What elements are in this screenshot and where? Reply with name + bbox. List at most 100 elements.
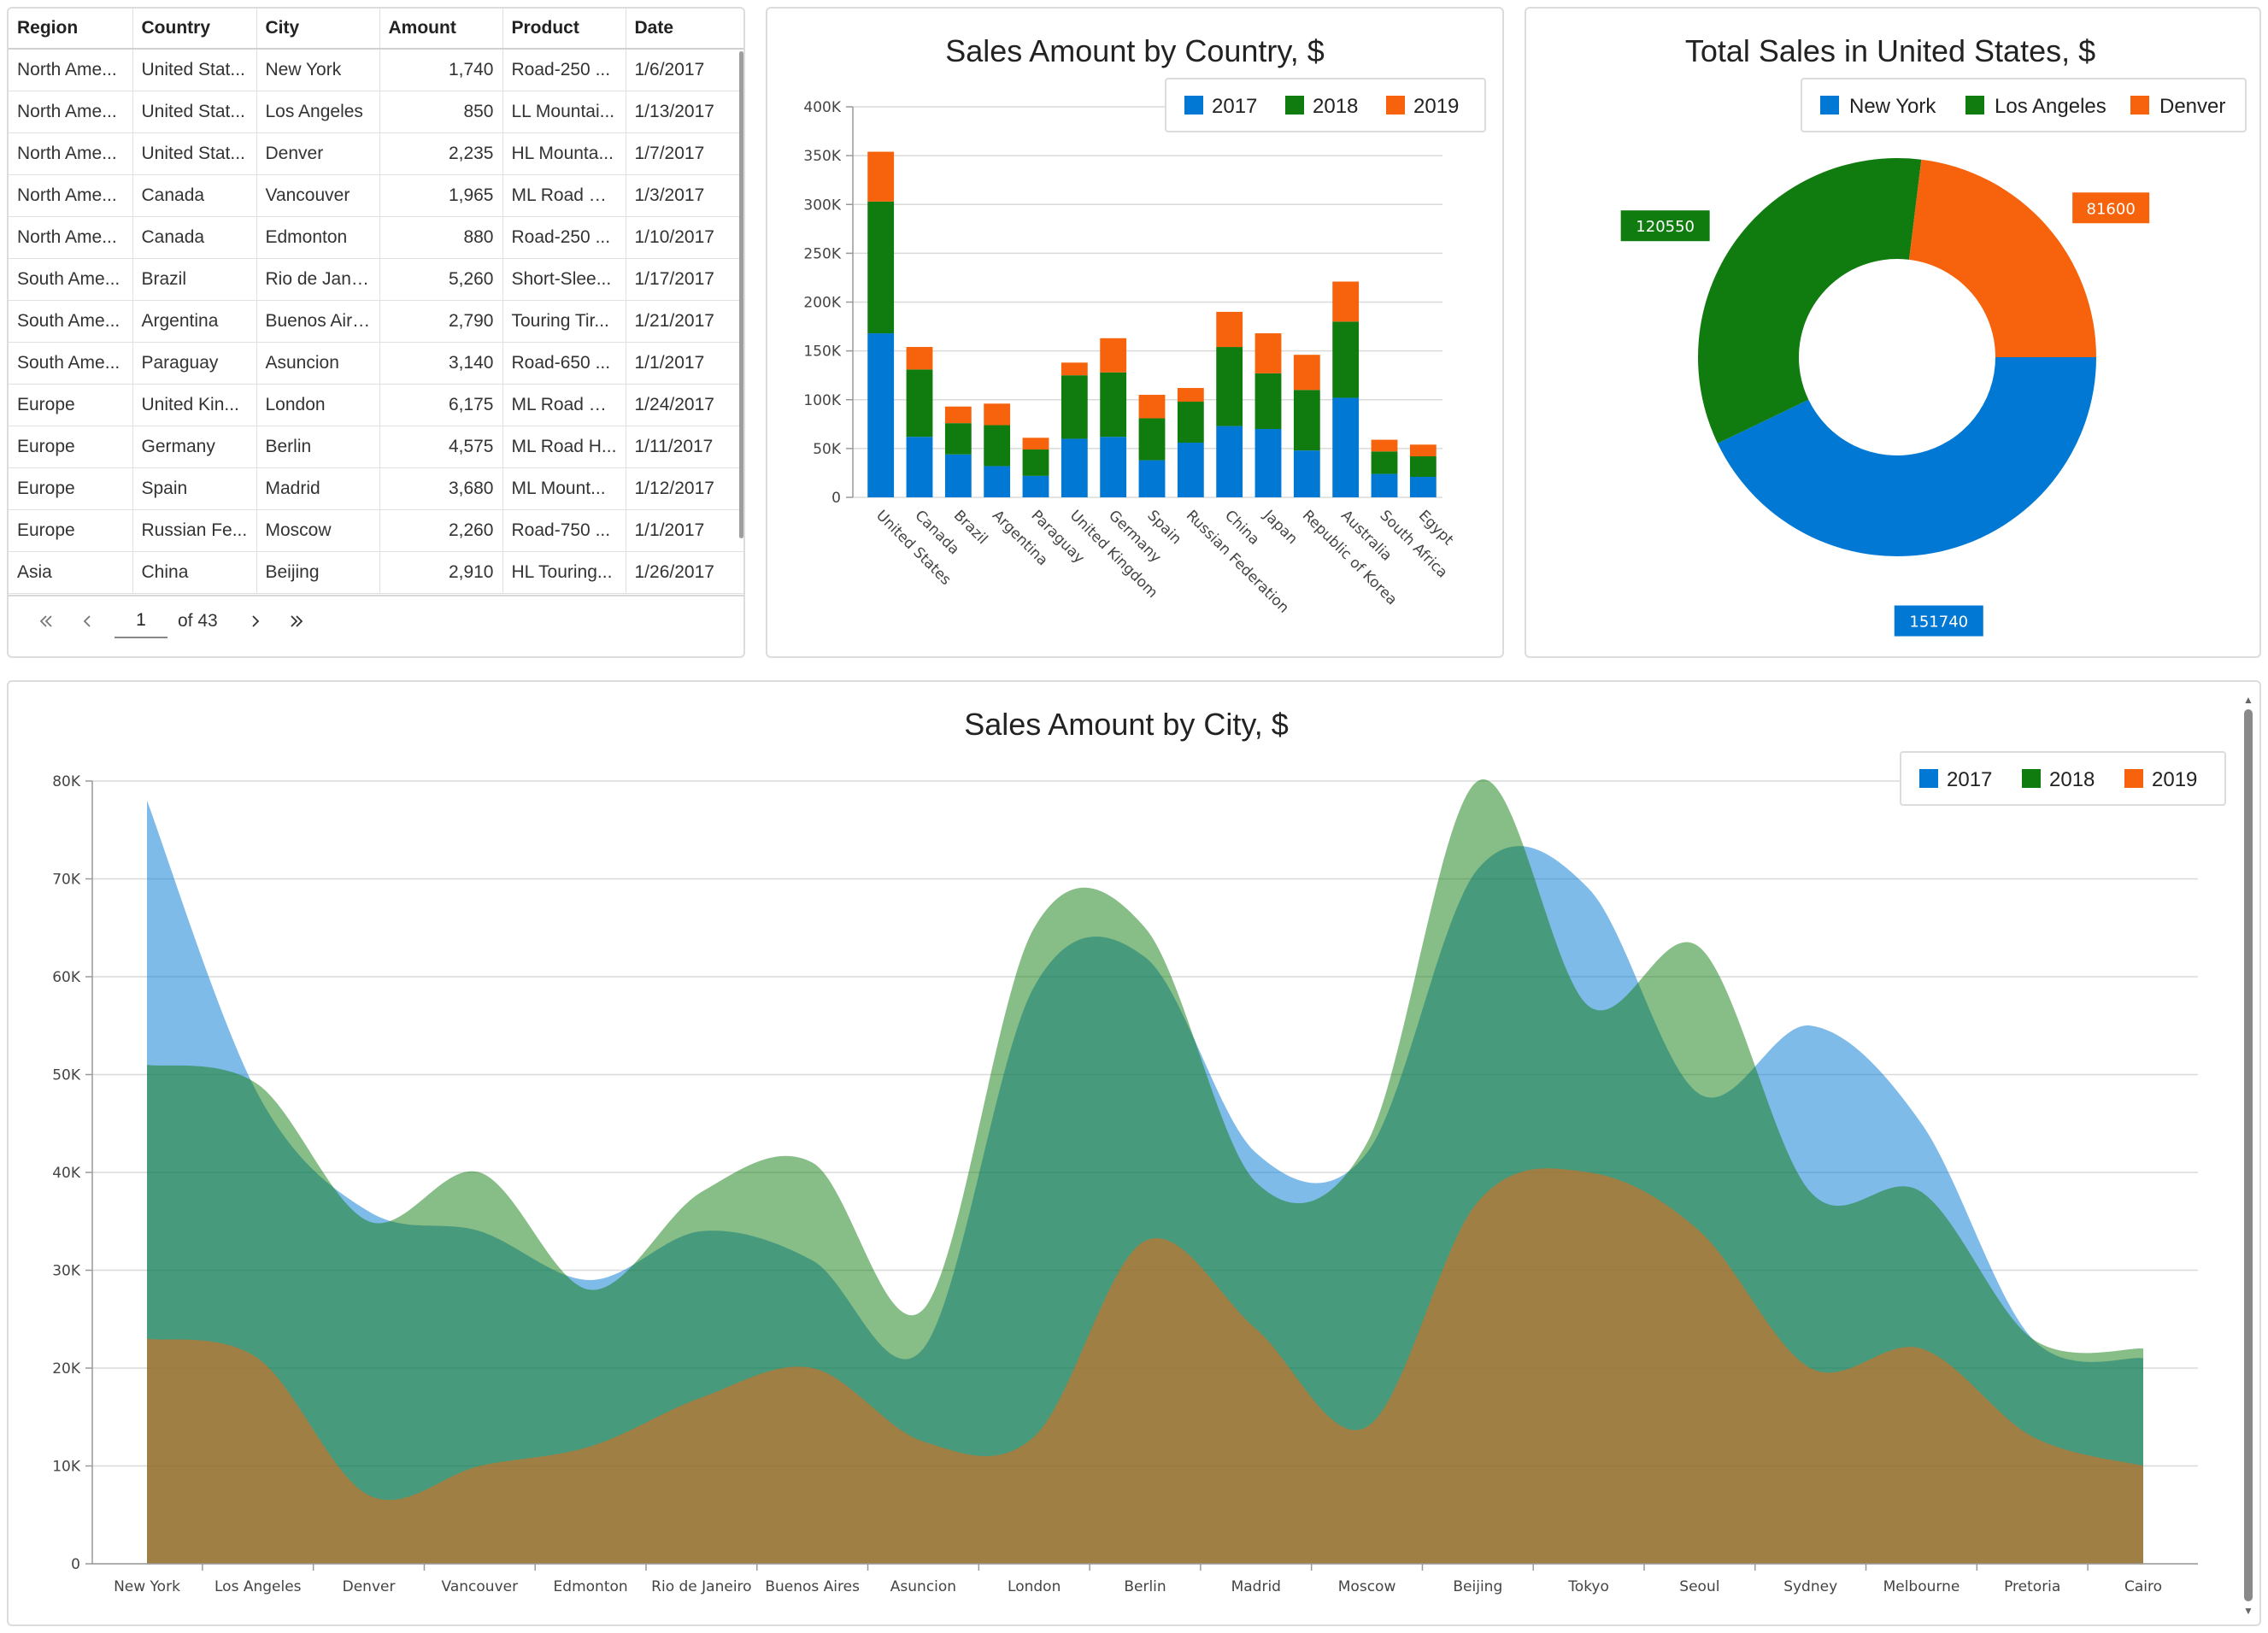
bar-segment[interactable] bbox=[1061, 375, 1088, 439]
table-row[interactable]: North Ame... United Stat... Denver 2,235 HL … bbox=[9, 132, 743, 175]
table-row[interactable]: South Ame... Argentina Buenos Aires 2,790 To… bbox=[9, 300, 743, 343]
bar-segment[interactable] bbox=[1100, 437, 1127, 497]
legend-swatch[interactable] bbox=[2022, 769, 2041, 788]
bar-segment[interactable] bbox=[1138, 418, 1166, 461]
bar-segment[interactable] bbox=[1293, 390, 1320, 451]
legend-swatch[interactable] bbox=[1965, 96, 1984, 115]
table-row[interactable]: Europe Russian Fe... Moscow 2,260 Road-750 .… bbox=[9, 509, 743, 552]
bar-segment[interactable] bbox=[1177, 443, 1204, 497]
legend-swatch[interactable] bbox=[1184, 96, 1203, 115]
bar-segment[interactable] bbox=[1254, 333, 1282, 373]
scroll-up-arrow-icon[interactable]: ▲ bbox=[2243, 694, 2253, 706]
donut-slice[interactable] bbox=[1698, 157, 1922, 443]
first-page-button[interactable] bbox=[26, 601, 67, 642]
data-label-box bbox=[1894, 605, 1983, 637]
bar-segment[interactable] bbox=[984, 403, 1011, 426]
legend-swatch[interactable] bbox=[2130, 96, 2149, 115]
grid-cell-region: North Ame... bbox=[9, 132, 133, 175]
bar-segment[interactable] bbox=[944, 423, 972, 455]
legend-swatch[interactable] bbox=[2124, 769, 2143, 788]
bar-segment[interactable] bbox=[1332, 281, 1360, 322]
column-header-product[interactable]: Product bbox=[502, 9, 626, 50]
bar-segment[interactable] bbox=[1138, 460, 1166, 497]
donut-slice[interactable] bbox=[1717, 357, 2096, 556]
y-tick-label: 30K bbox=[52, 1263, 81, 1280]
bar-segment[interactable] bbox=[1293, 355, 1320, 391]
column-header-amount[interactable]: Amount bbox=[379, 9, 503, 50]
table-row[interactable]: North Ame... Canada Edmonton 880 Road-250 ..… bbox=[9, 216, 743, 259]
table-row[interactable]: South Ame... Paraguay Asuncion 3,140 Road-65… bbox=[9, 342, 743, 385]
bar-segment[interactable] bbox=[1332, 321, 1360, 398]
bar-segment[interactable] bbox=[1371, 439, 1398, 452]
column-header-country[interactable]: Country bbox=[132, 9, 257, 50]
bar-segment[interactable] bbox=[906, 369, 933, 438]
bar-segment[interactable] bbox=[1177, 402, 1204, 443]
bar-segment[interactable] bbox=[1332, 397, 1360, 497]
donut-slice[interactable] bbox=[1908, 159, 2096, 357]
table-row[interactable]: Europe Germany Berlin 4,575 ML Road H... 1/11… bbox=[9, 426, 743, 468]
table-row[interactable]: Europe Spain Madrid 3,680 ML Mount... 1/12/20… bbox=[9, 467, 743, 510]
bar-segment[interactable] bbox=[906, 347, 933, 370]
scroll-down-arrow-icon[interactable]: ▼ bbox=[2243, 1605, 2253, 1617]
next-page-button[interactable] bbox=[235, 601, 276, 642]
bar-segment[interactable] bbox=[906, 437, 933, 497]
legend-item-label: 2018 bbox=[1313, 95, 1358, 118]
y-tick-label: 400K bbox=[803, 99, 841, 116]
legend-swatch[interactable] bbox=[1820, 96, 1839, 115]
table-row[interactable]: North Ame... Canada Vancouver 1,965 ML Road … bbox=[9, 174, 743, 217]
bar-segment[interactable] bbox=[867, 201, 895, 334]
grid-cell-date: 1/1/2017 bbox=[626, 509, 743, 552]
column-header-city[interactable]: City bbox=[256, 9, 380, 50]
bar-segment[interactable] bbox=[1371, 451, 1398, 474]
grid-cell-amount: 3,680 bbox=[379, 467, 503, 510]
bar-segment[interactable] bbox=[1371, 473, 1398, 497]
grid-cell-product: ML Mount... bbox=[502, 467, 626, 510]
table-row[interactable]: North Ame... United Stat... New York 1,740 R… bbox=[9, 49, 743, 91]
sales-grid: Region Country City Amount Product Date … bbox=[9, 9, 743, 594]
bar-segment[interactable] bbox=[1061, 438, 1088, 497]
bar-segment[interactable] bbox=[1100, 338, 1127, 373]
bar-segment[interactable] bbox=[1177, 388, 1204, 402]
bar-segment[interactable] bbox=[1100, 372, 1127, 438]
column-header-region[interactable]: Region bbox=[9, 9, 133, 50]
bar-segment[interactable] bbox=[1409, 444, 1437, 457]
previous-page-button[interactable] bbox=[67, 601, 108, 642]
grid-cell-amount: 1,740 bbox=[379, 49, 503, 91]
bar-segment[interactable] bbox=[1216, 311, 1243, 348]
bar-segment[interactable] bbox=[1022, 438, 1049, 450]
bar-segment[interactable] bbox=[1409, 477, 1437, 497]
scroll-thumb[interactable] bbox=[2244, 709, 2253, 1601]
grid-scrollbar[interactable] bbox=[739, 51, 743, 538]
table-row[interactable]: South Ame... Brazil Rio de Jane... 5,260 Sho… bbox=[9, 258, 743, 301]
bar-segment[interactable] bbox=[1061, 362, 1088, 376]
legend-swatch[interactable] bbox=[1386, 96, 1405, 115]
table-row[interactable]: North Ame... United Stat... Los Angeles 850… bbox=[9, 91, 743, 133]
grid-cell-city: Los Angeles bbox=[256, 91, 380, 133]
bar-segment[interactable] bbox=[984, 425, 1011, 467]
y-tick-label: 20K bbox=[52, 1360, 81, 1377]
bar-segment[interactable] bbox=[1254, 373, 1282, 430]
bar-segment[interactable] bbox=[867, 151, 895, 202]
bar-segment[interactable] bbox=[1409, 456, 1437, 478]
grid-cell-city: Moscow bbox=[256, 509, 380, 552]
bar-segment[interactable] bbox=[944, 454, 972, 497]
page-number-input[interactable] bbox=[115, 604, 167, 638]
legend-swatch[interactable] bbox=[1919, 769, 1938, 788]
bar-segment[interactable] bbox=[867, 333, 895, 497]
legend-swatch[interactable] bbox=[1285, 96, 1304, 115]
bar-segment[interactable] bbox=[984, 466, 1011, 497]
area-series[interactable] bbox=[147, 1168, 2143, 1564]
chart-vertical-scrollbar[interactable]: ▲ ▼ bbox=[2242, 694, 2254, 1617]
bar-segment[interactable] bbox=[1138, 395, 1166, 419]
bar-segment[interactable] bbox=[1022, 449, 1049, 476]
table-row[interactable]: Asia China Beijing 2,910 HL Touring... 1/26/2… bbox=[9, 551, 743, 594]
bar-segment[interactable] bbox=[1216, 426, 1243, 497]
bar-segment[interactable] bbox=[1254, 429, 1282, 497]
bar-segment[interactable] bbox=[1022, 475, 1049, 497]
last-page-button[interactable] bbox=[276, 601, 317, 642]
table-row[interactable]: Europe United Kin... London 6,175 ML Road Fr… bbox=[9, 384, 743, 426]
column-header-date[interactable]: Date bbox=[626, 9, 743, 50]
bar-segment[interactable] bbox=[1216, 347, 1243, 426]
bar-segment[interactable] bbox=[944, 406, 972, 424]
bar-segment[interactable] bbox=[1293, 450, 1320, 497]
